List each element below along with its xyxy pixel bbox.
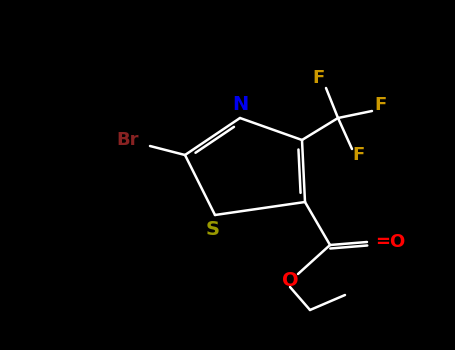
Text: N: N — [232, 95, 248, 114]
Text: F: F — [374, 96, 386, 114]
Text: O: O — [282, 271, 298, 289]
Text: Br: Br — [117, 131, 139, 149]
Text: F: F — [352, 146, 364, 164]
Text: S: S — [206, 220, 220, 239]
Text: F: F — [312, 69, 324, 87]
Text: =O: =O — [375, 233, 405, 251]
